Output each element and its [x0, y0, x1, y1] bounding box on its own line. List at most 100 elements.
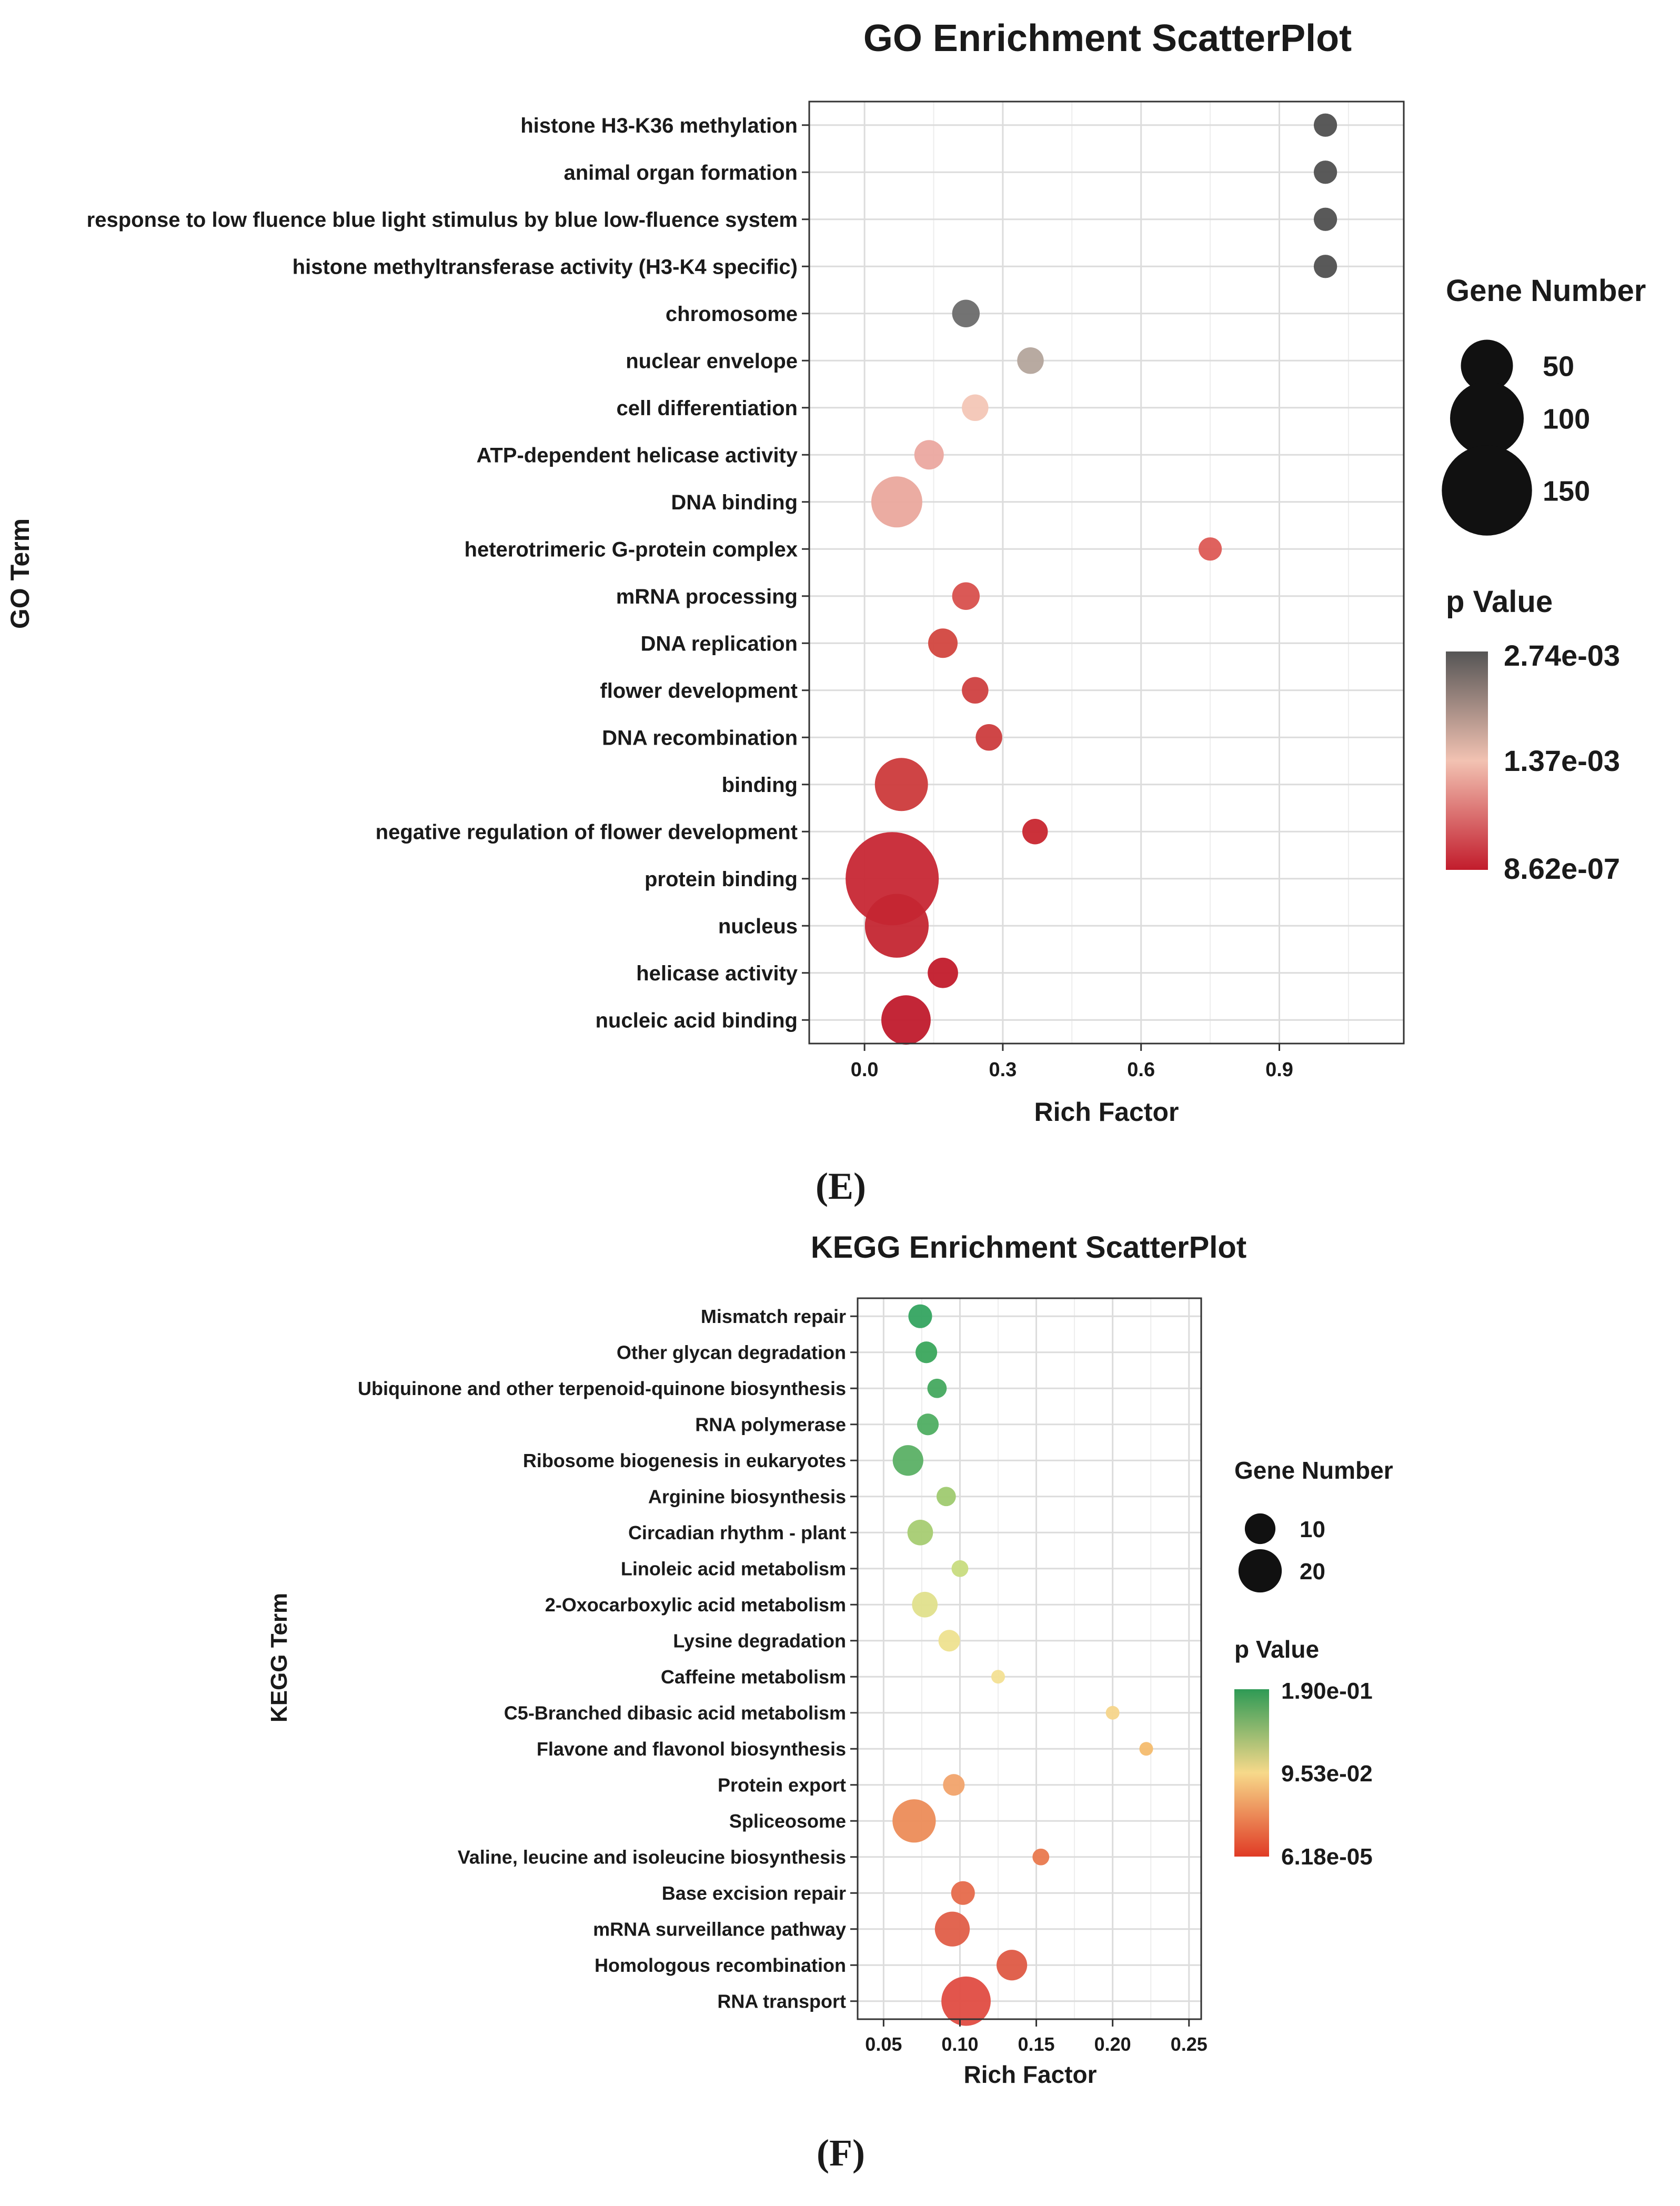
go-plot-border	[808, 101, 1405, 1045]
x-tick-label: 0.3	[989, 1059, 1017, 1081]
data-point	[952, 582, 980, 610]
size-legend-circle	[1450, 382, 1524, 455]
kegg-chart: KEGG Enrichment ScatterPlot Mismatch rep…	[266, 1230, 1393, 2088]
x-tick-label: 0.0	[851, 1059, 879, 1081]
kegg-y-axis-ticks: Mismatch repair Other glycan degradation U…	[358, 1306, 858, 2012]
data-point	[962, 677, 989, 704]
y-tick-label: flower development	[600, 679, 798, 703]
data-point	[1139, 1742, 1153, 1756]
data-point	[1313, 113, 1337, 137]
go-color-label-high: 2.74e-03	[1504, 639, 1620, 672]
data-point	[975, 724, 1002, 751]
go-x-axis-ticks: 0.0 0.3 0.6 0.9	[851, 1044, 1293, 1081]
kegg-color-label-low: 6.18e-05	[1281, 1844, 1373, 1870]
data-point	[908, 1304, 932, 1328]
kegg-plot-background	[858, 1298, 1201, 2019]
kegg-gridlines	[858, 1298, 1201, 2019]
y-tick-label: nucleus	[718, 915, 798, 938]
kegg-plot-border	[857, 1297, 1202, 2020]
kegg-x-axis-label: Rich Factor	[963, 2061, 1096, 2088]
y-tick-label: Mismatch repair	[701, 1306, 846, 1327]
y-tick-label: histone H3-K36 methylation	[520, 114, 798, 137]
y-tick-label: Protein export	[718, 1774, 846, 1796]
kegg-color-bar	[1234, 1689, 1269, 1857]
kegg-points	[892, 1304, 1153, 2026]
kegg-size-legend-entries: 10 20	[1238, 1513, 1325, 1593]
data-point	[928, 957, 958, 988]
go-chart-title: GO Enrichment ScatterPlot	[863, 17, 1352, 59]
go-size-legend-entries: 50 100 150	[1442, 339, 1590, 536]
panel-label-e: (E)	[816, 1165, 866, 1207]
go-y-axis-ticks: histone H3-K36 methylation animal organ f…	[87, 114, 809, 1032]
y-tick-label: response to low fluence blue light stimu…	[87, 208, 798, 232]
data-point	[1017, 347, 1044, 374]
x-tick-label: 0.9	[1265, 1059, 1293, 1081]
y-tick-label: Flavone and flavonol biosynthesis	[537, 1738, 846, 1760]
x-tick-label: 0.25	[1171, 2033, 1208, 2055]
kegg-color-legend: p Value 1.90e-01 9.53e-02 6.18e-05	[1234, 1636, 1373, 1870]
y-tick-label: Ubiquinone and other terpenoid-quinone b…	[358, 1378, 846, 1399]
data-point	[1313, 255, 1337, 278]
size-legend-circle	[1238, 1549, 1282, 1593]
data-point	[938, 1630, 960, 1652]
y-tick-label: DNA binding	[671, 491, 798, 514]
go-color-bar	[1446, 651, 1488, 870]
go-size-legend: Gene Number 50 100 150	[1442, 274, 1646, 536]
go-y-axis-label: GO Term	[5, 518, 35, 629]
y-tick-label: ATP-dependent helicase activity	[476, 444, 798, 467]
y-tick-label: protein binding	[645, 868, 798, 891]
size-legend-circle	[1461, 339, 1513, 392]
y-tick-label: binding	[722, 774, 798, 797]
data-point	[952, 299, 980, 327]
data-point	[892, 1799, 936, 1843]
data-point	[917, 1413, 939, 1436]
go-color-label-mid: 1.37e-03	[1504, 744, 1620, 777]
size-legend-circle	[1244, 1513, 1276, 1545]
data-point	[864, 894, 929, 958]
size-legend-label: 10	[1300, 1517, 1325, 1542]
data-point	[1313, 207, 1337, 231]
kegg-y-axis-label: KEGG Term	[266, 1593, 292, 1722]
go-color-legend: p Value 2.74e-03 1.37e-03 8.62e-07	[1446, 585, 1620, 885]
y-tick-label: chromosome	[666, 303, 798, 326]
data-point	[943, 1774, 965, 1796]
y-tick-label: DNA recombination	[602, 726, 798, 749]
y-tick-label: RNA polymerase	[695, 1413, 846, 1435]
panel-label-f: (F)	[817, 2132, 865, 2174]
y-tick-label: RNA transport	[717, 1990, 846, 2012]
data-point	[1105, 1706, 1120, 1720]
data-point	[1032, 1848, 1050, 1866]
go-color-legend-title: p Value	[1446, 585, 1553, 619]
y-tick-label: negative regulation of flower developmen…	[376, 820, 798, 844]
y-tick-label: Ribosome biogenesis in eukaryotes	[523, 1450, 846, 1471]
size-legend-label: 50	[1543, 350, 1574, 382]
data-point	[1313, 161, 1337, 184]
size-legend-circle	[1442, 445, 1532, 536]
y-tick-label: Homologous recombination	[595, 1954, 846, 1976]
go-size-legend-title: Gene Number	[1446, 274, 1646, 308]
size-legend-label: 150	[1543, 475, 1590, 507]
data-point	[951, 1881, 975, 1905]
go-gridlines	[809, 102, 1404, 1044]
y-tick-label: Circadian rhythm - plant	[628, 1522, 846, 1543]
data-point	[892, 1445, 923, 1476]
data-point	[907, 1519, 933, 1546]
data-point	[927, 1378, 947, 1398]
kegg-x-axis-ticks: 0.05 0.10 0.15 0.20 0.25	[865, 2019, 1208, 2055]
y-tick-label: Other glycan degradation	[617, 1341, 846, 1363]
y-tick-label: C5-Branched dibasic acid metabolism	[504, 1702, 846, 1723]
y-tick-label: DNA replication	[640, 632, 798, 655]
y-tick-label: mRNA processing	[616, 585, 798, 608]
data-point	[951, 1560, 969, 1577]
kegg-color-legend-title: p Value	[1234, 1636, 1319, 1663]
go-chart: GO Enrichment ScatterPlot histone H3-K36…	[5, 17, 1646, 1127]
y-tick-label: animal organ formation	[564, 161, 798, 184]
y-tick-label: Caffeine metabolism	[661, 1666, 846, 1688]
data-point	[928, 628, 958, 658]
kegg-size-legend: Gene Number 10 20	[1234, 1457, 1393, 1593]
y-tick-label: 2-Oxocarboxylic acid metabolism	[545, 1594, 846, 1616]
data-point	[936, 1487, 956, 1507]
data-point	[991, 1670, 1005, 1684]
data-point	[1198, 537, 1222, 561]
